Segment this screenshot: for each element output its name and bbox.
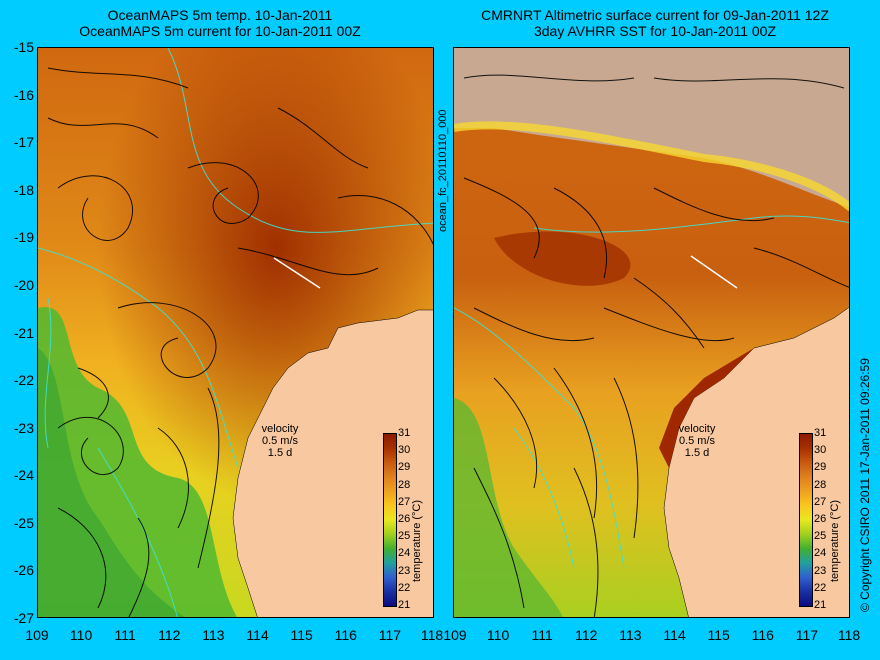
right-panel-title: CMRNRT Altimetric surface current for 09…	[455, 7, 855, 39]
left-contours	[38, 48, 433, 617]
lon-label-left: 110	[69, 627, 93, 643]
right-cloud-edge	[454, 121, 849, 212]
right-current-streamlines	[463, 74, 849, 617]
colorbar-tick-label: 29	[398, 461, 411, 474]
lat-label: -25	[13, 514, 34, 531]
lat-label: -23	[13, 419, 34, 436]
right-map-svg	[454, 48, 849, 617]
colorbar-tick-label: 26	[814, 513, 827, 525]
right-section-line	[690, 255, 738, 289]
lon-label-left: 116	[334, 627, 357, 643]
velocity-label: velocity	[678, 423, 716, 435]
right-contours	[454, 215, 849, 569]
velocity-speed: 0.5 m/s	[261, 435, 299, 447]
lon-label-right: 114	[663, 627, 686, 643]
longitude-axis: 109 110 111 112 113 114 115 116 117 118 …	[0, 627, 880, 647]
lon-label-right: 115	[707, 627, 730, 643]
colorbar-tick-label: 31	[398, 427, 411, 439]
run-id-label: ocean_fc_20110110_000	[437, 109, 449, 232]
lat-label: -17	[13, 134, 34, 151]
right-coastal-warm	[659, 348, 754, 468]
lon-label-right: 110	[486, 627, 510, 643]
colorbar-tick-label: 25	[398, 530, 411, 543]
lat-label: -27	[13, 610, 34, 626]
colorbar-tick-label: 28	[814, 478, 827, 491]
colorbar-tick-label: 31	[814, 427, 827, 439]
colorbar-tick-label: 23	[814, 564, 827, 577]
left-map-svg	[38, 48, 433, 617]
colorbar-tick-label: 23	[398, 564, 411, 577]
lon-label-right: 117	[795, 627, 819, 643]
colorbar-tick-label: 21	[814, 599, 827, 611]
lon-label-right: 116	[751, 627, 774, 643]
colorbar-tick-label: 22	[814, 581, 827, 594]
lon-label-left: 115	[290, 627, 313, 643]
latitude-axis: -15 -16 -17 -18 -19 -20 -21 -22 -23 -24 …	[0, 0, 34, 660]
lon-label-right: 118	[837, 627, 861, 643]
lon-label-left: 109	[25, 627, 49, 643]
colorbar-tick-label: 27	[398, 495, 411, 508]
left-panel-title: OceanMAPS 5m temp. 10-Jan-2011 OceanMAPS…	[40, 7, 400, 39]
velocity-key-left: velocity 0.5 m/s 1.5 d	[245, 423, 315, 459]
right-title-line2: 3day AVHRR SST for 10-Jan-2011 00Z	[533, 23, 776, 39]
colorbar-tick-label: 25	[814, 530, 827, 543]
lat-label: -16	[13, 86, 34, 103]
colorbar-title-right: temperature (°C)	[829, 499, 841, 582]
lon-label-left: 114	[246, 627, 269, 643]
lat-label: -19	[13, 229, 34, 246]
colorbar-tick-label: 21	[398, 599, 411, 611]
lon-label-left: 111	[114, 627, 136, 643]
lon-label-right: 111	[531, 627, 553, 643]
lon-label-right: 113	[619, 627, 642, 643]
left-current-streamlines	[47, 67, 433, 617]
lon-label-left: 118	[420, 627, 444, 643]
left-cool-core	[38, 348, 185, 617]
colorbar-tick-label: 30	[814, 444, 827, 457]
velocity-speed: 0.5 m/s	[678, 435, 716, 447]
velocity-duration: 1.5 d	[267, 447, 293, 459]
copyright-label: © Copyright CSIRO 2011 17-Jan-2011 09:26…	[858, 358, 872, 612]
right-warm-patch	[494, 231, 631, 286]
colorbar-tick-label: 22	[398, 581, 411, 594]
velocity-label: velocity	[261, 423, 299, 435]
left-title-line1: OceanMAPS 5m temp. 10-Jan-2011	[107, 7, 333, 23]
lat-label: -20	[13, 276, 34, 293]
right-title-line1: CMRNRT Altimetric surface current for 09…	[481, 7, 829, 23]
colorbar-tick-label: 24	[814, 547, 827, 560]
lon-label-left: 113	[202, 627, 225, 643]
lat-label: -21	[13, 324, 34, 341]
right-cool-water	[454, 398, 563, 617]
lon-label-left: 117	[378, 627, 402, 643]
lon-label-right: 109	[443, 627, 467, 643]
right-map-panel	[453, 47, 850, 618]
left-section-line	[273, 257, 321, 289]
left-title-line2: OceanMAPS 5m current for 10-Jan-2011 00Z	[79, 23, 361, 39]
lat-label: -26	[13, 562, 34, 579]
lat-label: -22	[13, 372, 34, 389]
colorbar-tick-label: 24	[398, 547, 411, 560]
lat-label: -24	[13, 467, 34, 484]
lon-label-right: 112	[575, 627, 598, 643]
colorbar-tick-label: 28	[398, 478, 411, 491]
lat-label: -15	[13, 39, 34, 55]
colorbar-tick-label: 26	[398, 513, 411, 525]
velocity-duration: 1.5 d	[684, 447, 710, 459]
colorbar-tick-label: 27	[814, 495, 827, 508]
lat-label: -18	[13, 181, 34, 198]
velocity-key-right: velocity 0.5 m/s 1.5 d	[662, 423, 732, 459]
colorbar-title-left: temperature (°C)	[411, 499, 423, 582]
colorbar-right	[799, 433, 813, 607]
colorbar-left	[383, 433, 397, 607]
left-map-panel	[37, 47, 434, 618]
lon-label-left: 112	[158, 627, 181, 643]
colorbar-tick-label: 29	[814, 461, 827, 474]
colorbar-tick-label: 30	[398, 444, 411, 457]
